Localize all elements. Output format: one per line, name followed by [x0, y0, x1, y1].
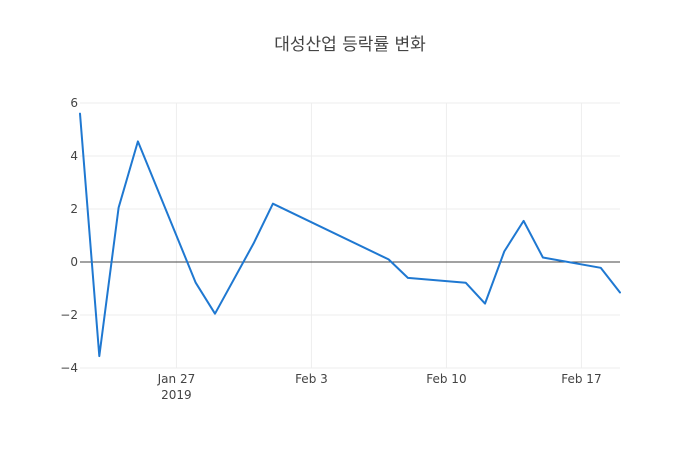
series-layer — [79, 112, 621, 358]
x-tick-label: Feb 17 — [561, 372, 601, 386]
x-tick-label: Jan 27 — [157, 372, 196, 386]
y-tick-label: 6 — [70, 96, 78, 110]
y-axis-ticks: 6 4 2 0 −2 −4 — [60, 96, 78, 375]
chart-title: 대성산업 등락률 변화 — [274, 35, 426, 55]
x-tick-sublabel: 2019 — [161, 388, 192, 402]
y-tick-label: 4 — [70, 149, 78, 163]
y-tick-label: 0 — [70, 255, 78, 269]
series-line — [79, 112, 621, 358]
y-tick-label: 2 — [70, 202, 78, 216]
x-tick-label: Feb 3 — [295, 372, 328, 386]
y-gridlines — [80, 102, 620, 369]
x-tick-label: Feb 10 — [426, 372, 466, 386]
y-tick-label: −4 — [60, 361, 78, 375]
x-axis-ticks: Jan 27 2019 Feb 3 Feb 10 Feb 17 — [157, 372, 602, 402]
x-gridlines — [175, 103, 582, 368]
y-tick-label: −2 — [60, 308, 78, 322]
